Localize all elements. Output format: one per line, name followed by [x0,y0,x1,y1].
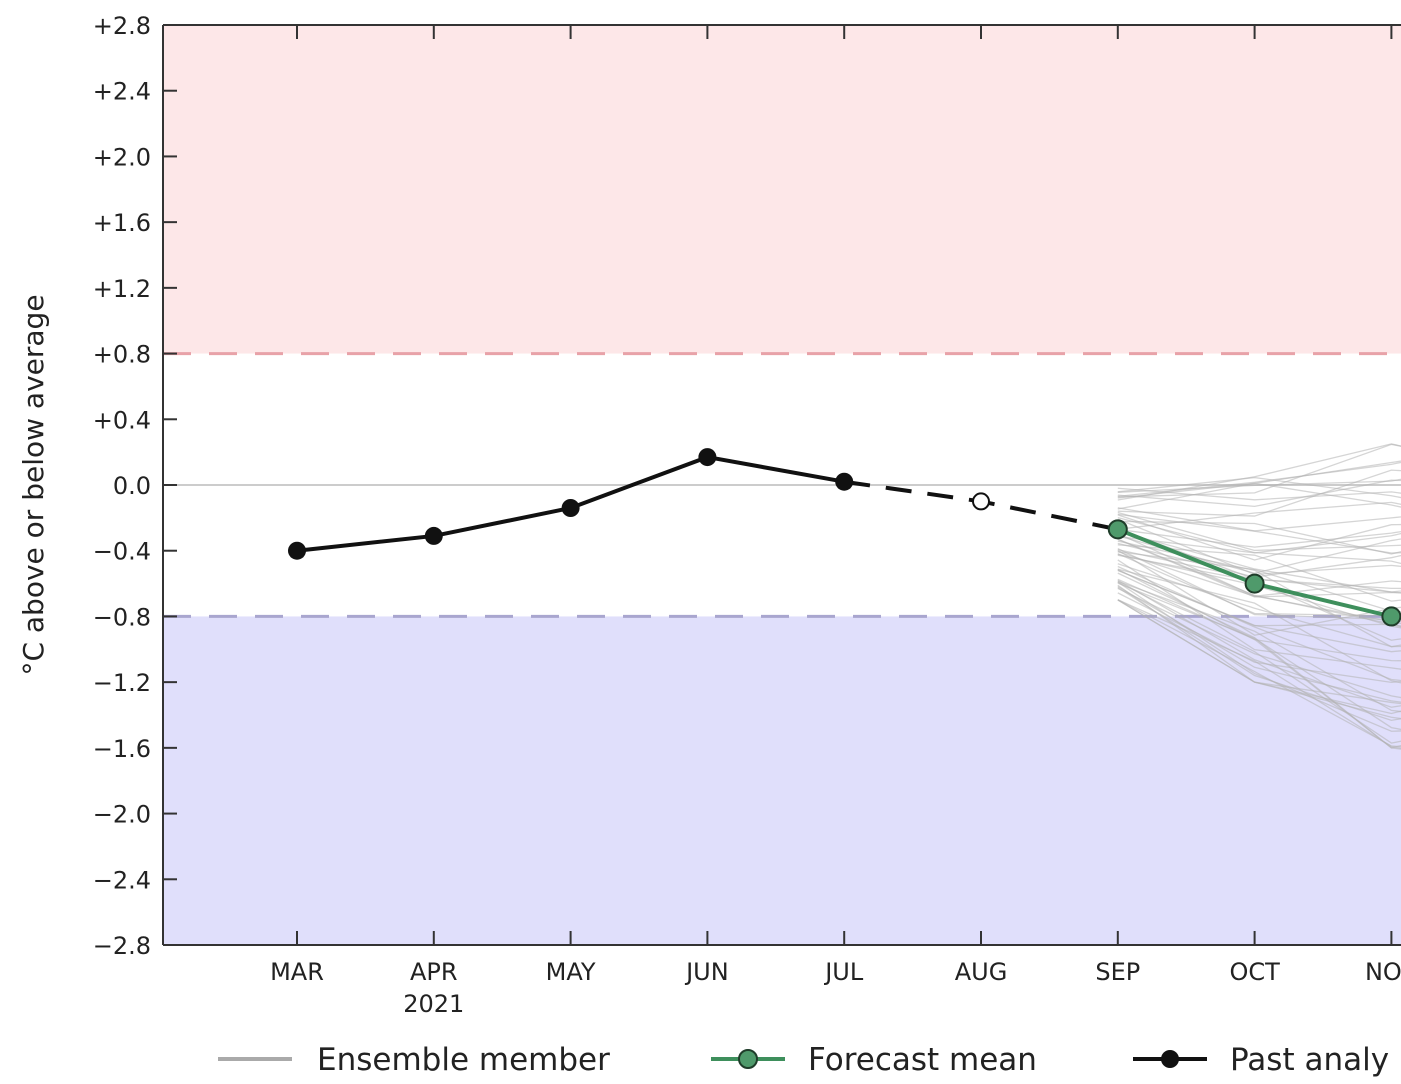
ensemble-member-line [1117,599,1401,720]
ensemble-member-line [1117,532,1401,554]
y-tick-label: −1.2 [93,669,151,697]
past-analysis-point [561,499,580,517]
y-tick-label: 0.0 [113,472,151,500]
y-tick-label: −1.6 [93,735,151,763]
ensemble-member-line [1117,565,1401,682]
ensemble-member-line [1117,553,1401,629]
forecast-mean-line [1117,527,1401,619]
ensemble-member-line [1117,501,1401,530]
ensemble-member-line [1117,507,1401,532]
ensemble-member-line [1117,542,1401,578]
ensemble-member-line [1117,528,1401,593]
ensemble-member-line [1117,569,1401,653]
x-tick-label: SEP [1095,958,1140,986]
past-analysis-point [288,541,306,560]
x-tick-label: APR [410,958,458,986]
ensemble-member-line [1117,568,1401,684]
ensemble-member-line [1117,551,1401,597]
legend: Ensemble member Forecast mean Past analy [218,1042,1389,1078]
past-analysis-point [424,526,443,545]
ensemble-member-line [1117,548,1401,622]
ensemble-member-line [1117,476,1401,499]
x-tick-label: OCT [1229,958,1280,986]
past-analysis-point [698,448,717,467]
ensemble-member-line [1117,469,1401,517]
ensemble-member-line [1117,520,1401,555]
ensemble-member-line [1117,530,1401,594]
y-tick-label: +2.4 [93,78,151,106]
ensemble-member-line [1117,532,1401,625]
legend-forecast-label: Forecast mean [808,1042,1037,1078]
x-tick-label: MAR [270,958,324,986]
ensemble-member-line [1117,511,1401,552]
ensemble-member-line [1117,582,1401,731]
ensemble-member-line [1117,482,1401,510]
y-tick-label: +1.2 [93,275,151,303]
legend-past-label: Past analy [1230,1042,1389,1078]
ensemble-member-line [1117,580,1401,713]
y-tick-label: −0.4 [93,538,151,566]
aug-open-point [972,492,990,511]
forecast-mean-point [1107,519,1128,540]
ensemble-members [1117,443,1401,750]
ensemble-member-line [1117,599,1401,749]
legend-past-marker [1161,1050,1179,1068]
x-tick-label: MAY [546,958,596,986]
legend-forecast-marker [738,1049,758,1069]
past-analysis-point [835,472,854,491]
y-tick-label: −0.8 [93,603,151,631]
ensemble-member-line [1117,568,1401,662]
x-tick-label: AUG [955,958,1008,986]
ensemble-member-line [1117,443,1401,498]
y-tick-label: +2.0 [93,143,151,171]
ensemble-member-line [1117,587,1401,699]
ensemble-member-line [1117,572,1401,750]
ensemble-member-line [1117,518,1401,576]
ensemble-member-line [1117,478,1401,493]
x-year-label: 2021 [403,990,464,1018]
legend-ensemble-label: Ensemble member [317,1042,610,1078]
ensemble-member-line [1117,538,1401,627]
x-tick-label: JUL [823,958,864,986]
ensemble-member-line [1117,538,1401,598]
y-tick-label: +1.6 [93,209,151,237]
ensemble-member-line [1117,599,1401,748]
ensemble-member-line [1117,528,1401,548]
ensemble-member-line [1117,487,1401,501]
y-tick-label: +0.8 [93,341,151,369]
axes: +2.8 +2.4 +2.0 +1.6 +1.2 +0.8 +0.4 0.0 −0.4 −0.8 −… [93,12,1401,1018]
x-tick-label: JUN [684,958,729,986]
x-tick-label: NOV [1365,958,1401,986]
ensemble-member-line [1117,592,1401,684]
ensemble-member-line [1117,513,1401,554]
series-lines [288,448,1401,627]
y-tick-label: +0.4 [93,406,151,434]
forecast-mean-point [1381,606,1401,627]
ensemble-member-line [1117,553,1401,617]
y-tick-label: +2.8 [93,12,151,40]
y-axis-label: °C above or below average [17,294,50,675]
ensemble-member-line [1117,549,1401,636]
y-tick-label: −2.0 [93,801,151,829]
warm-band [163,25,1401,354]
forecast-mean-point [1244,573,1265,594]
y-tick-label: −2.8 [93,932,151,960]
y-tick-label: −2.4 [93,866,151,894]
cool-band [163,616,1401,945]
